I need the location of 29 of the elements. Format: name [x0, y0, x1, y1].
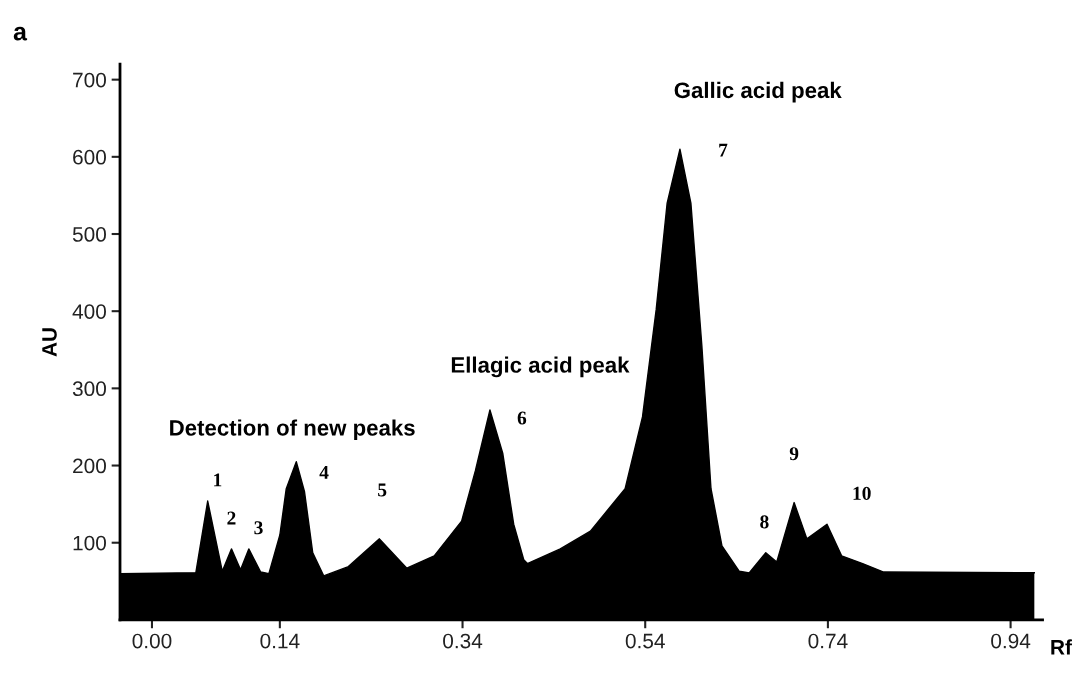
annotation: 1: [214, 473, 222, 487]
y-tick-label: 700: [73, 72, 106, 88]
x-tick-label: 0.94: [991, 633, 1031, 649]
annotation: 10: [853, 486, 871, 500]
y-axis-title: AU: [42, 328, 57, 357]
annotation: 5: [378, 483, 387, 497]
text: a: [13, 26, 28, 41]
annotation: 4: [319, 466, 329, 479]
x-tick-label: 0.74: [808, 633, 848, 649]
y-tick-label: 600: [73, 149, 106, 165]
annotation: Ellagic acid peak: [451, 356, 630, 378]
annotation: 2: [227, 511, 236, 525]
annotation: Detection of new peaks: [170, 419, 415, 441]
annotation: Gallic acid peak: [674, 81, 842, 103]
annotation: 7: [719, 143, 728, 157]
x-tick-label: 0.14: [260, 633, 300, 649]
y-tick-label: 400: [72, 304, 106, 319]
x-axis-title: Rf: [1051, 639, 1072, 655]
y-tick-label: 300: [72, 381, 106, 397]
y-tick-label: 100: [73, 535, 106, 551]
x-tick-label: 0.54: [625, 633, 665, 649]
x-tick-label: 0.00: [132, 633, 172, 649]
x-tick-label: 0.34: [443, 633, 483, 649]
annotation: 6: [517, 411, 527, 425]
y-tick-label: 200: [73, 458, 106, 474]
annotation: 9: [789, 447, 799, 461]
y-tick-label: 500: [72, 227, 106, 242]
annotation: 3: [254, 521, 263, 535]
annotation: 8: [760, 515, 769, 529]
